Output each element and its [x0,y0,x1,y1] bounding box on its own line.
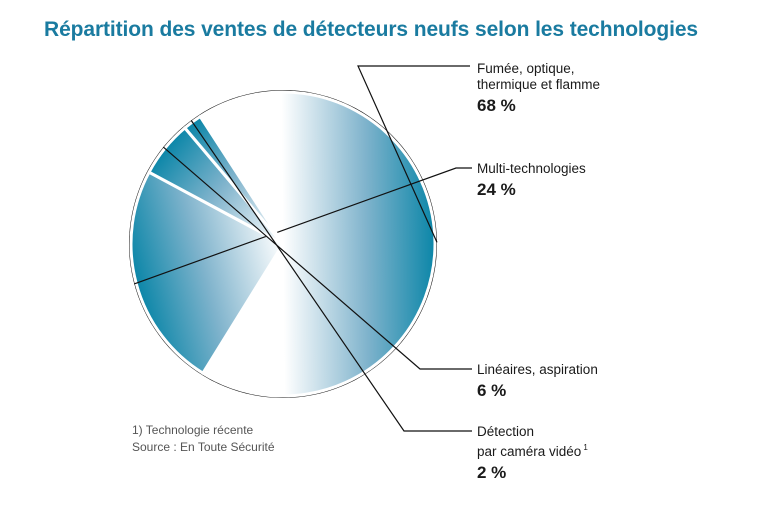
footnote-source: Source : En Toute Sécurité [132,440,275,454]
leader-line-multi [133,167,472,285]
footnote-mark: 1 [583,443,588,452]
slice-label-multi-line-1: Multi-technologies [477,161,586,176]
chart-title: Répartition des ventes de détecteurs neu… [44,18,699,41]
slice-value-video: 2 % [477,463,507,482]
slice-label-smoke-line-1: Fumée, optique, [477,61,575,76]
footnotes: 1) Technologie récente Source : En Toute… [132,422,275,456]
slice-label-video: Détection par caméra vidéo 1 2 % [477,424,588,484]
slice-label-linear-line-1: Linéaires, aspiration [477,362,598,377]
leader-line-smoke [357,65,470,243]
pie-slice-smoke [198,90,437,398]
slice-label-video-line-2: par caméra vidéo 1 [477,440,588,460]
slice-label-smoke: Fumée, optique, thermique et flamme 68 % [477,61,600,117]
slice-value-linear: 6 % [477,381,507,400]
slice-label-linear: Linéaires, aspiration 6 % [477,362,598,402]
slice-label-multi: Multi-technologies 24 % [477,161,586,201]
footnote-technology: 1) Technologie récente [132,423,254,437]
slice-label-video-line-2-text: par caméra vidéo [477,444,582,459]
leader-line-linear [162,146,472,370]
leader-line-video [190,120,472,432]
slice-label-video-line-1: Détection [477,424,535,439]
slice-value-multi: 24 % [477,180,516,199]
slice-label-smoke-line-2: thermique et flamme [477,77,601,92]
slice-value-smoke: 68 % [477,96,516,115]
